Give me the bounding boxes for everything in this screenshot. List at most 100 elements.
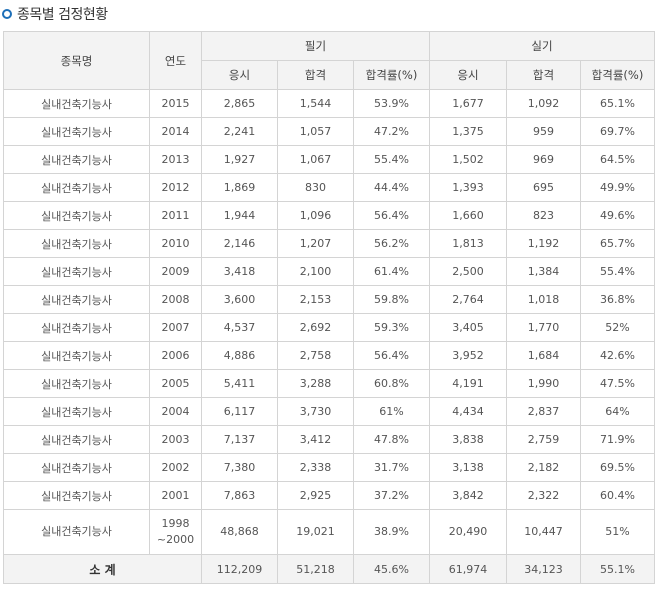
cell-practical-pass-rate: 47.5% [580, 369, 655, 398]
cell-practical-pass-rate: 52% [580, 313, 655, 342]
cell-practical-applicants: 3,138 [429, 453, 507, 482]
cell-practical-pass-rate: 60.4% [580, 481, 655, 510]
col-header-written-passed: 합격 [277, 60, 354, 90]
cell-written-passed: 2,925 [277, 481, 354, 510]
cell-written-applicants: 1,869 [201, 173, 278, 202]
cell-written-passed: 2,758 [277, 341, 354, 370]
bullet-circle-icon [2, 9, 12, 19]
cell-practical-pass-rate: 71.9% [580, 425, 655, 454]
cell-year: 2010 [149, 229, 202, 258]
total-practical-applicants: 61,974 [429, 554, 507, 584]
table-row: 실내건축기능사 2007 4,537 2,692 59.3% 3,405 1,7… [3, 313, 655, 342]
cell-practical-applicants: 1,660 [429, 201, 507, 230]
cell-practical-passed: 959 [506, 117, 581, 146]
cell-name: 실내건축기능사 [3, 397, 150, 426]
total-row: 소 계 112,209 51,218 45.6% 61,974 34,123 5… [3, 554, 655, 584]
cell-name: 실내건축기능사 [3, 341, 150, 370]
cell-written-pass-rate: 61% [353, 397, 430, 426]
table-row: 실내건축기능사 2003 7,137 3,412 47.8% 3,838 2,7… [3, 425, 655, 454]
year-range-start: 1998 [161, 517, 190, 530]
total-label: 소 계 [3, 554, 202, 584]
year-range-end: ~2000 [156, 533, 195, 546]
table-row: 실내건축기능사 2015 2,865 1,544 53.9% 1,677 1,0… [3, 89, 655, 118]
cell-written-passed: 19,021 [277, 509, 354, 555]
cell-practical-applicants: 2,764 [429, 285, 507, 314]
cell-written-passed: 3,730 [277, 397, 354, 426]
table-row: 실내건축기능사 2014 2,241 1,057 47.2% 1,375 959… [3, 117, 655, 146]
cell-practical-passed: 695 [506, 173, 581, 202]
table-row-year-range: 실내건축기능사 1998 ~2000 48,868 19,021 38.9% 2… [3, 509, 655, 555]
cell-practical-passed: 2,837 [506, 397, 581, 426]
cell-practical-applicants: 1,813 [429, 229, 507, 258]
cell-year: 2014 [149, 117, 202, 146]
cell-written-pass-rate: 47.2% [353, 117, 430, 146]
cell-year: 2005 [149, 369, 202, 398]
cell-name: 실내건축기능사 [3, 257, 150, 286]
cell-practical-pass-rate: 36.8% [580, 285, 655, 314]
table-row: 실내건축기능사 2002 7,380 2,338 31.7% 3,138 2,1… [3, 453, 655, 482]
col-header-practical-applicants: 응시 [429, 60, 507, 90]
table-row: 실내건축기능사 2012 1,869 830 44.4% 1,393 695 4… [3, 173, 655, 202]
cell-practical-applicants: 3,405 [429, 313, 507, 342]
cell-practical-passed: 1,092 [506, 89, 581, 118]
cell-practical-passed: 2,322 [506, 481, 581, 510]
cell-written-pass-rate: 38.9% [353, 509, 430, 555]
cell-practical-passed: 10,447 [506, 509, 581, 555]
cell-practical-pass-rate: 49.6% [580, 201, 655, 230]
total-written-passed: 51,218 [277, 554, 354, 584]
cell-written-pass-rate: 56.2% [353, 229, 430, 258]
cell-practical-pass-rate: 49.9% [580, 173, 655, 202]
cell-name: 실내건축기능사 [3, 201, 150, 230]
col-header-practical: 실기 [429, 31, 655, 61]
header-row-main: 종목명 연도 필기 실기 [3, 31, 655, 90]
cell-written-pass-rate: 53.9% [353, 89, 430, 118]
cell-practical-passed: 823 [506, 201, 581, 230]
cell-written-pass-rate: 44.4% [353, 173, 430, 202]
cell-written-passed: 2,692 [277, 313, 354, 342]
cell-name: 실내건축기능사 [3, 509, 150, 555]
cell-practical-pass-rate: 69.5% [580, 453, 655, 482]
exam-stats-table: 종목명 연도 필기 실기 응시 합격 합격률(%) 응시 합격 합격률(%) 실… [3, 31, 655, 584]
cell-written-applicants: 3,600 [201, 285, 278, 314]
cell-name: 실내건축기능사 [3, 285, 150, 314]
cell-year: 2012 [149, 173, 202, 202]
cell-written-applicants: 2,146 [201, 229, 278, 258]
cell-practical-applicants: 3,842 [429, 481, 507, 510]
cell-practical-applicants: 3,952 [429, 341, 507, 370]
table-row: 실내건축기능사 2006 4,886 2,758 56.4% 3,952 1,6… [3, 341, 655, 370]
cell-year: 2001 [149, 481, 202, 510]
col-header-practical-passed: 합격 [506, 60, 581, 90]
cell-practical-passed: 1,192 [506, 229, 581, 258]
cell-practical-applicants: 4,434 [429, 397, 507, 426]
cell-written-applicants: 7,137 [201, 425, 278, 454]
cell-written-applicants: 3,418 [201, 257, 278, 286]
cell-practical-applicants: 1,375 [429, 117, 507, 146]
cell-practical-pass-rate: 65.1% [580, 89, 655, 118]
cell-written-pass-rate: 55.4% [353, 145, 430, 174]
cell-practical-applicants: 4,191 [429, 369, 507, 398]
cell-name: 실내건축기능사 [3, 145, 150, 174]
col-header-written: 필기 [201, 31, 430, 61]
table-footer: 소 계 112,209 51,218 45.6% 61,974 34,123 5… [3, 554, 655, 584]
cell-year: 2015 [149, 89, 202, 118]
cell-written-pass-rate: 37.2% [353, 481, 430, 510]
section-title: 종목별 검정현황 [17, 7, 108, 23]
table-row: 실내건축기능사 2005 5,411 3,288 60.8% 4,191 1,9… [3, 369, 655, 398]
cell-practical-passed: 1,990 [506, 369, 581, 398]
cell-written-pass-rate: 59.3% [353, 313, 430, 342]
cell-year: 2009 [149, 257, 202, 286]
cell-practical-passed: 1,384 [506, 257, 581, 286]
cell-written-pass-rate: 61.4% [353, 257, 430, 286]
cell-written-pass-rate: 60.8% [353, 369, 430, 398]
cell-name: 실내건축기능사 [3, 89, 150, 118]
total-written-pass-rate: 45.6% [353, 554, 430, 584]
cell-written-pass-rate: 56.4% [353, 201, 430, 230]
cell-written-applicants: 2,241 [201, 117, 278, 146]
table-row: 실내건축기능사 2011 1,944 1,096 56.4% 1,660 823… [3, 201, 655, 230]
cell-year: 2006 [149, 341, 202, 370]
cell-written-applicants: 4,886 [201, 341, 278, 370]
col-header-practical-pass-rate: 합격률(%) [580, 60, 655, 90]
cell-written-pass-rate: 31.7% [353, 453, 430, 482]
cell-year: 2007 [149, 313, 202, 342]
cell-name: 실내건축기능사 [3, 313, 150, 342]
